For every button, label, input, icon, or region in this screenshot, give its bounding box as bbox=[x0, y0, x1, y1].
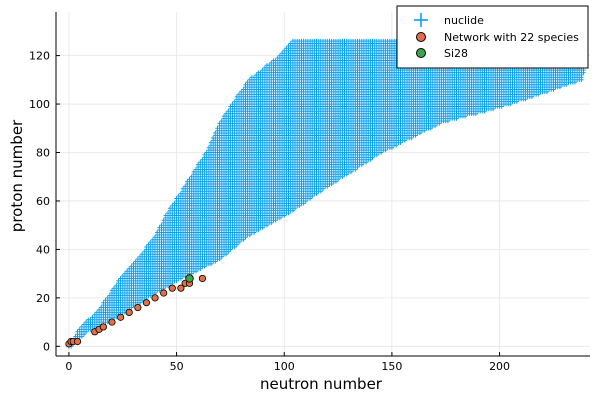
si28-series bbox=[185, 274, 194, 283]
y-axis-label: proton number bbox=[8, 119, 26, 232]
network-point bbox=[142, 299, 151, 307]
x-tick-label: 50 bbox=[170, 360, 184, 373]
network-point bbox=[160, 289, 168, 297]
network-point bbox=[116, 313, 125, 321]
legend-marker-si28 bbox=[416, 48, 426, 58]
network-point bbox=[99, 323, 107, 331]
x-tick-label: 0 bbox=[65, 360, 72, 373]
y-tick-label: 60 bbox=[36, 195, 50, 208]
network-point bbox=[134, 303, 142, 312]
y-tick-label: 0 bbox=[43, 340, 50, 353]
y-tick-label: 20 bbox=[36, 292, 50, 305]
legend-marker-network bbox=[416, 32, 426, 42]
legend-label-network: Network with 22 species bbox=[444, 31, 579, 44]
x-tick-label: 150 bbox=[381, 360, 402, 373]
y-tick-label: 40 bbox=[36, 243, 50, 256]
axes bbox=[55, 12, 590, 357]
x-tick-label: 100 bbox=[274, 360, 295, 373]
x-axis-label: neutron number bbox=[260, 375, 383, 393]
legend-label-si28: Si28 bbox=[444, 47, 468, 60]
y-tick-labels: 0 20 40 60 80 100 120 bbox=[29, 50, 60, 353]
network-point bbox=[198, 274, 207, 283]
network-point bbox=[168, 284, 176, 292]
network-point bbox=[108, 318, 116, 326]
network-point bbox=[177, 284, 185, 292]
legend-label-nuclide: nuclide bbox=[444, 14, 484, 27]
y-tick-label: 120 bbox=[29, 50, 50, 63]
x-tick-labels: 0 50 100 150 200 bbox=[65, 352, 510, 373]
legend-marker-nuclide bbox=[414, 13, 428, 27]
legend: nuclide Network with 22 species Si28 bbox=[396, 5, 589, 69]
legend-box bbox=[396, 5, 589, 69]
y-tick-label: 80 bbox=[36, 147, 50, 160]
x-tick-label: 200 bbox=[489, 360, 510, 373]
network-point bbox=[73, 337, 82, 346]
network-point bbox=[151, 294, 159, 302]
y-tick-label: 100 bbox=[29, 98, 50, 111]
network-series bbox=[65, 274, 207, 348]
network-point bbox=[125, 308, 133, 316]
si28-point bbox=[185, 274, 194, 283]
